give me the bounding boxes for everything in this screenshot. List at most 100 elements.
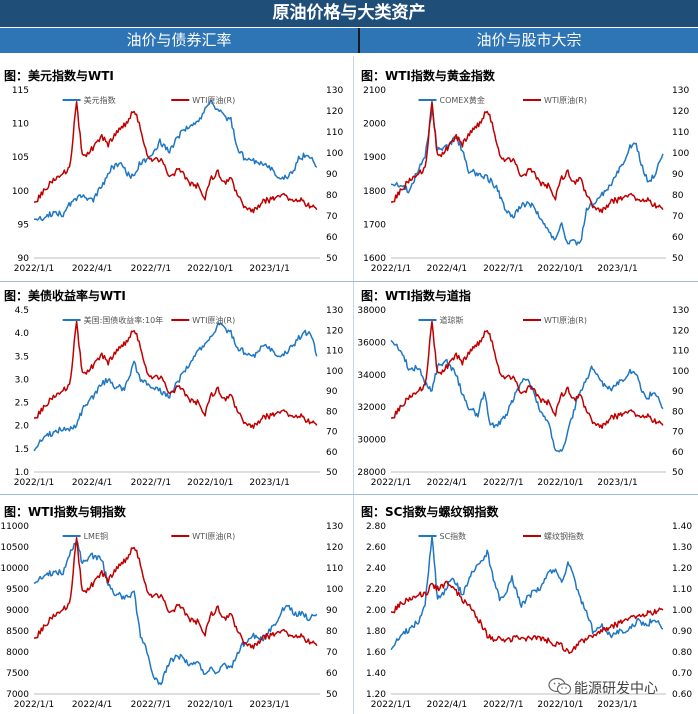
legend-label: WTI原油(R) (544, 95, 587, 105)
y-right-tick-label: 110 (326, 347, 343, 357)
y-left-tick-label: 1600 (363, 254, 386, 264)
chart-title-yield-wti: 图：美债收益率与WTI (4, 289, 126, 303)
y-right-tick-label: 90 (326, 387, 338, 397)
y-right-tick-label: 50 (326, 690, 338, 700)
x-tick-label: 2022/7/1 (131, 700, 171, 710)
y-right-tick-label: 100 (672, 367, 689, 377)
x-tick-label: 2022/1/1 (14, 700, 54, 710)
x-tick-label: 2022/4/1 (427, 700, 467, 710)
y-left-tick-label: 38000 (357, 306, 386, 316)
x-tick-label: 2022/10/1 (537, 478, 583, 488)
series-line-secondary (33, 101, 318, 214)
x-tick-label: 2022/7/1 (131, 264, 171, 274)
x-tick-label: 2022/10/1 (187, 700, 233, 710)
panel-column-separator (353, 56, 354, 714)
chart-title-wti-gold: 图：WTI指数与黄金指数 (361, 69, 495, 83)
y-left-tick-label: 1.0 (15, 468, 30, 478)
y-right-tick-label: 60 (672, 448, 684, 458)
y-right-tick-label: 0.80 (672, 648, 692, 658)
y-left-tick-label: 2.40 (366, 564, 386, 574)
y-right-tick-label: 130 (672, 306, 689, 316)
y-right-tick-label: 130 (326, 306, 343, 316)
x-tick-label: 2022/10/1 (187, 478, 233, 488)
y-right-tick-label: 100 (326, 367, 343, 377)
row-separator-2 (0, 494, 698, 495)
y-right-tick-label: 120 (672, 326, 689, 336)
y-left-tick-label: 10000 (0, 564, 29, 574)
y-left-tick-label: 4.0 (15, 329, 30, 339)
y-right-tick-label: 60 (326, 669, 338, 679)
y-right-tick-label: 0.60 (672, 690, 692, 700)
y-right-tick-label: 80 (672, 407, 684, 417)
series-line-secondary (33, 537, 318, 650)
y-left-tick-label: 10500 (0, 543, 29, 553)
y-left-tick-label: 3.0 (15, 375, 30, 385)
x-tick-label: 2022/4/1 (72, 264, 112, 274)
y-right-tick-label: 1.00 (672, 606, 692, 616)
y-right-tick-label: 1.40 (672, 522, 692, 532)
chart-title-wti-copper: 图：WTI指数与铜指数 (4, 505, 126, 519)
legend-label: 螺纹钢指数 (544, 531, 584, 541)
y-right-tick-label: 120 (326, 326, 343, 336)
y-left-tick-label: 110 (12, 120, 29, 130)
y-right-tick-label: 80 (326, 191, 338, 201)
x-tick-label: 2023/1/1 (249, 264, 289, 274)
y-right-tick-label: 70 (326, 212, 338, 222)
y-left-tick-label: 2.0 (15, 422, 30, 432)
legend-label: 美国:国债收益率:10年 (84, 315, 164, 325)
chart-wti-copper: 7000 7500 8000 8500 9000 9500 10000 10500 11000 5… (0, 522, 343, 710)
y-right-tick-label: 110 (326, 128, 343, 138)
series-line-primary (33, 322, 318, 452)
y-left-tick-label: 1.40 (366, 669, 386, 679)
y-left-tick-label: 2.60 (366, 543, 386, 553)
row-separator-1 (0, 281, 698, 282)
y-right-tick-label: 110 (326, 564, 343, 574)
x-tick-label: 2022/4/1 (72, 700, 112, 710)
y-right-tick-label: 120 (326, 543, 343, 553)
y-right-tick-label: 0.90 (672, 627, 692, 637)
y-right-tick-label: 60 (326, 448, 338, 458)
page-title: 原油价格与大类资产 (0, 0, 698, 27)
y-right-tick-label: 60 (672, 233, 684, 243)
y-right-tick-label: 60 (326, 233, 338, 243)
x-tick-label: 2022/1/1 (14, 478, 54, 488)
y-right-tick-label: 110 (672, 128, 689, 138)
series-line-primary (390, 535, 664, 651)
y-left-tick-label: 30000 (357, 436, 386, 446)
y-right-tick-label: 120 (672, 107, 689, 117)
x-tick-label: 2022/10/1 (187, 264, 233, 274)
y-left-tick-label: 28000 (357, 468, 386, 478)
y-right-tick-label: 130 (326, 522, 343, 532)
y-right-tick-label: 80 (326, 627, 338, 637)
y-left-tick-label: 1.80 (366, 627, 386, 637)
y-left-tick-label: 32000 (357, 403, 386, 413)
y-right-tick-label: 80 (326, 407, 338, 417)
wechat-icon (548, 677, 572, 695)
y-right-tick-label: 1.30 (672, 543, 692, 553)
series-line-primary (390, 109, 664, 246)
series-line-primary (34, 99, 318, 222)
y-right-tick-label: 70 (672, 428, 684, 438)
legend-label: LME铜 (84, 531, 108, 541)
x-tick-label: 2022/7/1 (483, 700, 523, 710)
y-left-tick-label: 36000 (357, 338, 386, 348)
chart-title-sc-rebar: 图：SC指数与螺纹钢指数 (361, 505, 499, 519)
y-left-tick-label: 1.60 (366, 648, 386, 658)
y-left-tick-label: 1.20 (366, 690, 386, 700)
legend-label: WTI原油(R) (192, 531, 235, 541)
x-tick-label: 2022/4/1 (72, 478, 112, 488)
x-tick-label: 2023/1/1 (249, 700, 289, 710)
y-left-tick-label: 2.20 (366, 585, 386, 595)
x-tick-label: 2022/7/1 (483, 478, 523, 488)
chart-wti-gold: 1600 1700 1800 1900 2000 2100 50 60 70 80 90 100 110… (363, 86, 689, 274)
y-left-tick-label: 1900 (363, 153, 386, 163)
chart-yield-wti: 1.0 1.5 2.0 2.5 3.0 3.5 4.0 4.5 50 60 70 80 90 100 110… (14, 306, 344, 488)
x-tick-label: 2023/1/1 (597, 478, 637, 488)
x-tick-label: 2023/1/1 (249, 478, 289, 488)
legend-label: 美元指数 (84, 95, 116, 105)
y-left-tick-label: 1700 (363, 220, 386, 230)
y-left-tick-label: 2100 (363, 86, 386, 96)
y-left-tick-label: 100 (12, 187, 29, 197)
y-right-tick-label: 90 (326, 606, 338, 616)
x-tick-label: 2022/1/1 (371, 478, 411, 488)
